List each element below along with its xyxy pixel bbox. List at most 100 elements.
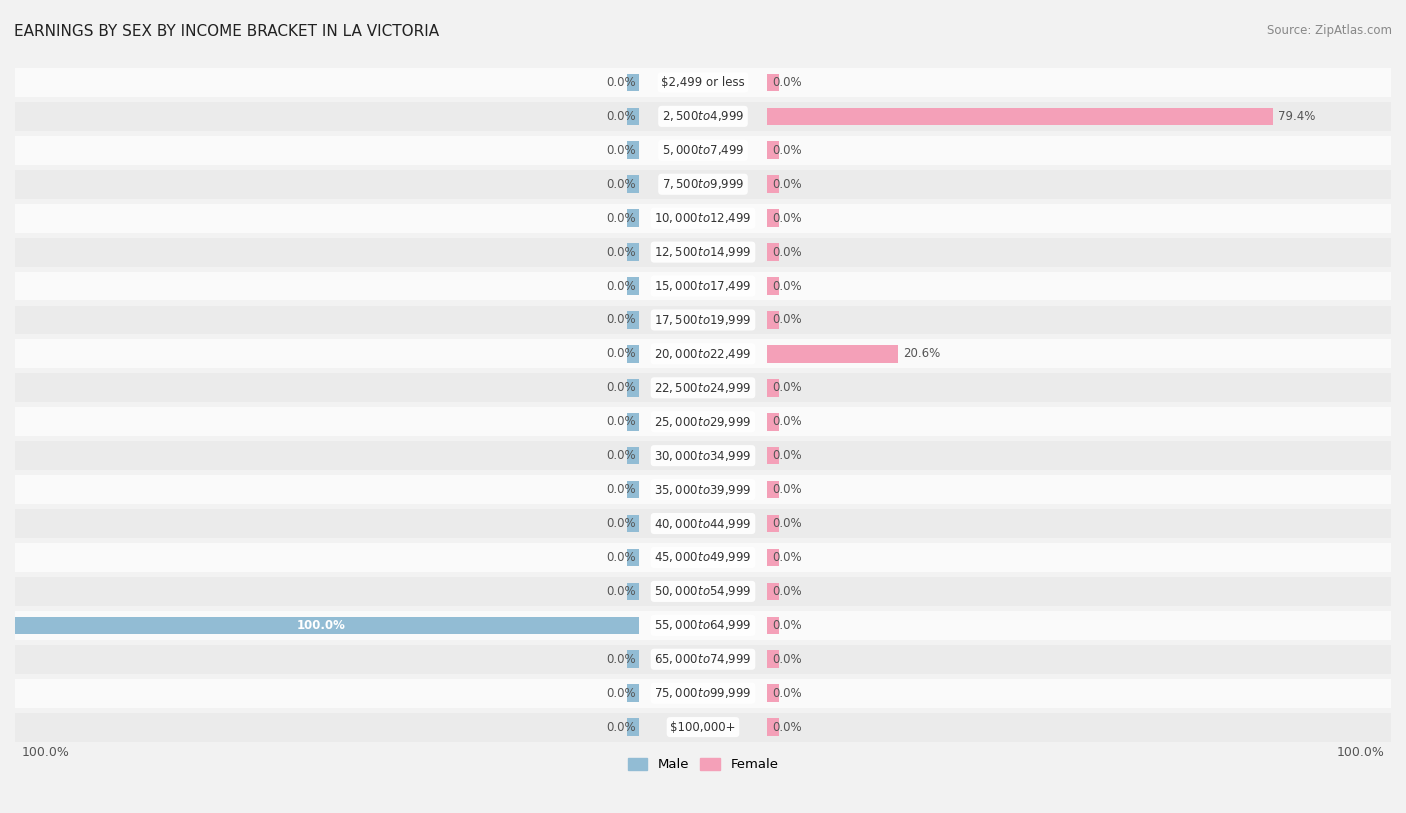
Text: 0.0%: 0.0% (606, 653, 636, 666)
Bar (766, 209, 779, 227)
Bar (0, 577, 1406, 606)
Text: 0.0%: 0.0% (606, 415, 636, 428)
Bar (0, 645, 1406, 674)
Text: $20,000 to $22,499: $20,000 to $22,499 (654, 347, 752, 361)
Text: EARNINGS BY SEX BY INCOME BRACKET IN LA VICTORIA: EARNINGS BY SEX BY INCOME BRACKET IN LA … (14, 24, 439, 39)
Text: 0.0%: 0.0% (772, 517, 801, 530)
Bar (766, 413, 779, 431)
Text: $30,000 to $34,999: $30,000 to $34,999 (654, 449, 752, 463)
Bar (0, 204, 1406, 233)
Bar (627, 413, 640, 431)
Bar (627, 719, 640, 736)
Text: 0.0%: 0.0% (606, 280, 636, 293)
Text: 0.0%: 0.0% (772, 551, 801, 564)
Text: $5,000 to $7,499: $5,000 to $7,499 (662, 143, 744, 157)
Text: $10,000 to $12,499: $10,000 to $12,499 (654, 211, 752, 225)
Text: Source: ZipAtlas.com: Source: ZipAtlas.com (1267, 24, 1392, 37)
Text: $2,500 to $4,999: $2,500 to $4,999 (662, 110, 744, 124)
Bar (627, 549, 640, 567)
Bar (0, 373, 1406, 402)
Text: $40,000 to $44,999: $40,000 to $44,999 (654, 516, 752, 531)
Text: $35,000 to $39,999: $35,000 to $39,999 (654, 483, 752, 497)
Text: 0.0%: 0.0% (772, 415, 801, 428)
Text: $15,000 to $17,499: $15,000 to $17,499 (654, 279, 752, 293)
Bar (0, 679, 1406, 707)
Bar (627, 107, 640, 125)
Text: 0.0%: 0.0% (772, 687, 801, 700)
Bar (3, 616, 640, 634)
Bar (766, 447, 779, 464)
Text: 79.4%: 79.4% (1278, 110, 1315, 123)
Text: $22,500 to $24,999: $22,500 to $24,999 (654, 380, 752, 395)
Text: 0.0%: 0.0% (772, 280, 801, 293)
Bar (0, 543, 1406, 572)
Bar (766, 650, 779, 668)
Bar (627, 650, 640, 668)
Bar (0, 306, 1406, 334)
Text: 0.0%: 0.0% (772, 246, 801, 259)
Bar (766, 685, 779, 702)
Text: $50,000 to $54,999: $50,000 to $54,999 (654, 585, 752, 598)
Text: $25,000 to $29,999: $25,000 to $29,999 (654, 415, 752, 428)
Bar (0, 475, 1406, 504)
Text: 0.0%: 0.0% (772, 483, 801, 496)
Bar (766, 141, 779, 159)
Bar (627, 311, 640, 328)
Bar (766, 311, 779, 328)
Bar (766, 480, 779, 498)
Bar (627, 176, 640, 193)
Text: 0.0%: 0.0% (772, 619, 801, 632)
Bar (627, 209, 640, 227)
Text: $12,500 to $14,999: $12,500 to $14,999 (654, 245, 752, 259)
Text: 100.0%: 100.0% (1337, 746, 1385, 759)
Bar (766, 277, 779, 295)
Bar (0, 407, 1406, 436)
Text: 0.0%: 0.0% (606, 144, 636, 157)
Text: 0.0%: 0.0% (606, 449, 636, 462)
Text: 0.0%: 0.0% (772, 314, 801, 327)
Text: 0.0%: 0.0% (772, 585, 801, 598)
Text: 0.0%: 0.0% (606, 517, 636, 530)
Text: 0.0%: 0.0% (606, 314, 636, 327)
Bar (766, 107, 1272, 125)
Bar (766, 176, 779, 193)
Text: $100,000+: $100,000+ (671, 720, 735, 733)
Text: 0.0%: 0.0% (772, 449, 801, 462)
Bar (766, 515, 779, 533)
Text: $75,000 to $99,999: $75,000 to $99,999 (654, 686, 752, 700)
Text: 0.0%: 0.0% (606, 76, 636, 89)
Bar (0, 509, 1406, 538)
Bar (0, 441, 1406, 470)
Text: $2,499 or less: $2,499 or less (661, 76, 745, 89)
Bar (0, 170, 1406, 198)
Bar (627, 345, 640, 363)
Bar (627, 243, 640, 261)
Text: 100.0%: 100.0% (21, 746, 69, 759)
Text: 0.0%: 0.0% (606, 246, 636, 259)
Text: 0.0%: 0.0% (606, 720, 636, 733)
Text: 0.0%: 0.0% (606, 687, 636, 700)
Bar (766, 379, 779, 397)
Text: $17,500 to $19,999: $17,500 to $19,999 (654, 313, 752, 327)
Bar (627, 685, 640, 702)
Text: 0.0%: 0.0% (772, 178, 801, 191)
Bar (627, 583, 640, 600)
Text: $45,000 to $49,999: $45,000 to $49,999 (654, 550, 752, 564)
Text: 0.0%: 0.0% (606, 381, 636, 394)
Text: 0.0%: 0.0% (606, 178, 636, 191)
Text: $65,000 to $74,999: $65,000 to $74,999 (654, 652, 752, 667)
Text: 0.0%: 0.0% (606, 585, 636, 598)
Bar (627, 379, 640, 397)
Bar (0, 713, 1406, 741)
Text: 0.0%: 0.0% (606, 483, 636, 496)
Text: 0.0%: 0.0% (772, 653, 801, 666)
Text: $7,500 to $9,999: $7,500 to $9,999 (662, 177, 744, 191)
Text: 0.0%: 0.0% (772, 720, 801, 733)
Bar (766, 583, 779, 600)
Bar (766, 549, 779, 567)
Bar (766, 345, 898, 363)
Text: 0.0%: 0.0% (606, 211, 636, 224)
Bar (0, 611, 1406, 640)
Text: 20.6%: 20.6% (903, 347, 941, 360)
Text: 0.0%: 0.0% (772, 144, 801, 157)
